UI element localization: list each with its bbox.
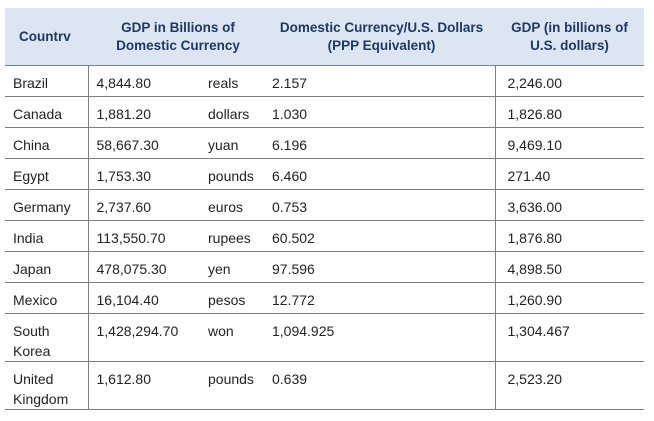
cell-exchange-rate: 6.460	[268, 158, 496, 190]
cell-gdp-usd: 271.40	[495, 158, 644, 190]
cell-currency-unit: yen	[198, 251, 268, 283]
header-country: Countrv	[5, 8, 88, 66]
cell-gdp-usd: 9,469.10	[495, 127, 644, 159]
cell-gdp-usd: 1,876.80	[495, 220, 644, 252]
cell-exchange-rate: 0.639	[268, 361, 496, 410]
cell-country: Germany	[5, 189, 89, 221]
table-row: Egypt 1,753.30 pounds 6.460 271.40	[5, 158, 644, 190]
table-row: Germany 2,737.60 euros 0.753 3,636.00	[5, 189, 644, 221]
cell-country: Japan	[5, 251, 89, 283]
cell-gdp-usd: 1,260.90	[495, 282, 644, 314]
header-exchange-rate: Domestic Currency/U.S. Dollars (PPP Equi…	[268, 8, 495, 66]
cell-currency-unit: pesos	[198, 282, 268, 314]
cell-currency-unit: euros	[198, 189, 268, 221]
cell-gdp-domestic: 2,737.60	[88, 189, 198, 221]
cell-currency-unit: reals	[198, 65, 268, 97]
cell-gdp-domestic: 4,844.80	[88, 65, 198, 97]
table-row: Japan 478,075.30 yen 97.596 4,898.50	[5, 251, 644, 283]
cell-country: Canada	[5, 96, 89, 128]
cell-country: United Kingdom	[5, 361, 89, 410]
table-row: India 113,550.70 rupees 60.502 1,876.80	[5, 220, 644, 252]
table-body: Brazil 4,844.80 reals 2.157 2,246.00 Can…	[5, 65, 644, 410]
cell-gdp-usd: 3,636.00	[495, 189, 644, 221]
cell-currency-unit: dollars	[198, 96, 268, 128]
cell-country: Egypt	[5, 158, 89, 190]
cell-gdp-usd: 2,523.20	[495, 361, 644, 410]
header-gdp-domestic: GDP in Billions of Domestic Currency	[88, 8, 268, 66]
cell-gdp-domestic: 1,428,294.70	[88, 313, 198, 362]
table-row: Mexico 16,104.40 pesos 12.772 1,260.90	[5, 282, 644, 314]
cell-country: Mexico	[5, 282, 89, 314]
cell-currency-unit: rupees	[198, 220, 268, 252]
table-row: United Kingdom 1,612.80 pounds 0.639 2,5…	[5, 361, 644, 410]
cell-exchange-rate: 1,094.925	[268, 313, 496, 362]
cell-exchange-rate: 2.157	[268, 65, 496, 97]
header-gdp-usd: GDP (in billions of U.S. dollars)	[495, 8, 644, 66]
cell-gdp-usd: 4,898.50	[495, 251, 644, 283]
cell-exchange-rate: 6.196	[268, 127, 496, 159]
cell-currency-unit: yuan	[198, 127, 268, 159]
cell-gdp-domestic: 1,612.80	[88, 361, 198, 410]
cell-country: Brazil	[5, 65, 89, 97]
cell-gdp-domestic: 113,550.70	[88, 220, 198, 252]
cell-exchange-rate: 60.502	[268, 220, 496, 252]
cell-exchange-rate: 1.030	[268, 96, 496, 128]
cell-exchange-rate: 97.596	[268, 251, 496, 283]
cell-gdp-usd: 2,246.00	[495, 65, 644, 97]
cell-gdp-domestic: 1,881.20	[88, 96, 198, 128]
table-row: China 58,667.30 yuan 6.196 9,469.10	[5, 127, 644, 159]
cell-currency-unit: pounds	[198, 361, 268, 410]
table-row: South Korea 1,428,294.70 won 1,094.925 1…	[5, 313, 644, 362]
cell-country: South Korea	[5, 313, 89, 362]
cell-currency-unit: won	[198, 313, 268, 362]
cell-exchange-rate: 12.772	[268, 282, 496, 314]
table-header: Countrv GDP in Billions of Domestic Curr…	[5, 8, 644, 66]
cell-country: India	[5, 220, 89, 252]
cell-gdp-domestic: 1,753.30	[88, 158, 198, 190]
cell-gdp-domestic: 478,075.30	[88, 251, 198, 283]
cell-exchange-rate: 0.753	[268, 189, 496, 221]
table-row: Canada 1,881.20 dollars 1.030 1,826.80	[5, 96, 644, 128]
cell-currency-unit: pounds	[198, 158, 268, 190]
cell-gdp-domestic: 16,104.40	[88, 282, 198, 314]
cell-country: China	[5, 127, 89, 159]
cell-gdp-domestic: 58,667.30	[88, 127, 198, 159]
table-row: Brazil 4,844.80 reals 2.157 2,246.00	[5, 65, 644, 97]
cell-gdp-usd: 1,304.467	[495, 313, 644, 362]
cell-gdp-usd: 1,826.80	[495, 96, 644, 128]
gdp-table: Countrv GDP in Billions of Domestic Curr…	[5, 8, 644, 410]
